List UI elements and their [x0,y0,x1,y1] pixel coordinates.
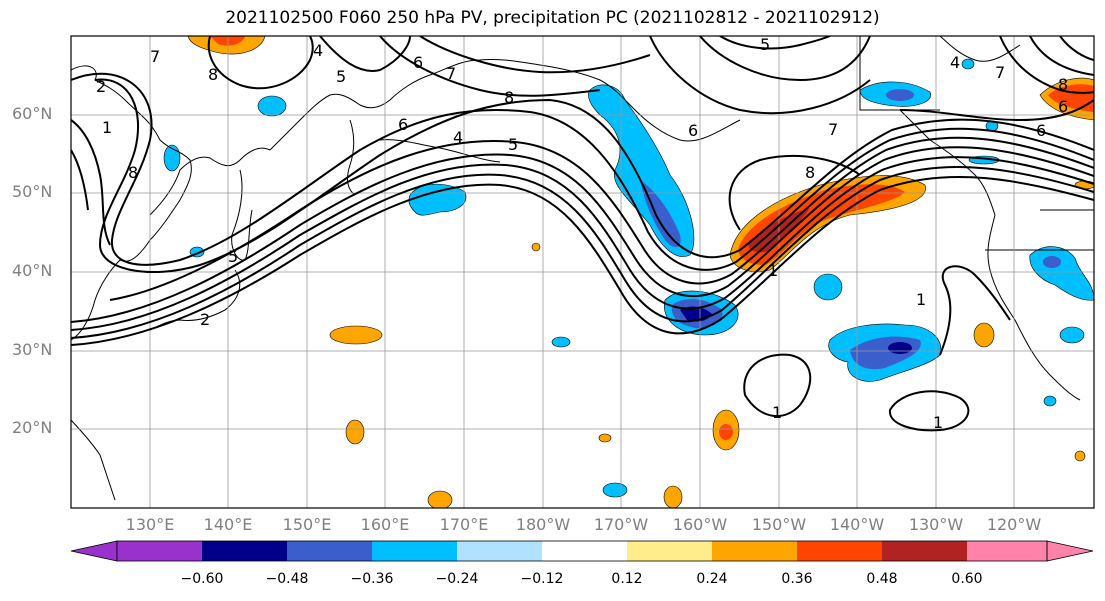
contour-label: 7 [150,47,160,66]
lon-label: 140°W [829,515,885,534]
contour-label: 1 [102,118,112,137]
contour-label: 5 [508,135,518,154]
contour-label: 6 [688,121,698,140]
lon-label: 150°E [282,515,332,534]
contour-label: 5 [760,35,770,54]
map-area: 7 4 5 5 6 7 8 2 1 8 8 6 4 5 6 7 8 1 1 1 … [71,35,1094,508]
contour-label: 7 [995,63,1005,82]
pv-contour-1-b [888,390,970,432]
contour-label: 5 [336,67,346,86]
colorbar-segment [542,541,627,561]
colorbar-segment [797,541,882,561]
contour-label: 8 [128,163,138,182]
colorbar-extend-max [1046,540,1094,562]
colorbar-segment [627,541,712,561]
contour-label: 1 [768,261,778,280]
contour-label: 6 [398,115,408,134]
lat-label: 60°N [12,104,53,123]
contour-label: 1 [772,403,782,422]
colorbar-tick: 0.36 [781,571,813,587]
contour-label: 4 [950,53,960,72]
colorbar-segment [372,541,457,561]
contour-label: 4 [453,128,463,147]
lat-label: 40°N [12,261,53,280]
contour-label: 6 [413,53,423,72]
lat-label: 20°N [12,418,53,437]
contour-label: 6 [1058,97,1068,116]
colorbar-tick: −0.12 [520,571,564,587]
colorbar-tick: −0.24 [435,571,479,587]
contour-label: 1 [933,413,943,432]
contour-label: 4 [313,41,323,60]
colorbar-segment [202,541,287,561]
gridlines [71,36,1094,508]
contour-label: 6 [1036,121,1046,140]
contour-label: 8 [504,88,514,107]
lon-label: 150°W [751,515,807,534]
colorbar-tick: 0.12 [611,571,643,587]
pv-contours [71,36,1094,432]
lon-label: 170°W [593,515,649,534]
contour-label: 7 [828,120,838,139]
lat-label: 30°N [12,340,53,359]
colorbar-tick: 0.60 [951,571,983,587]
lat-label: 50°N [12,182,53,201]
lon-label: 130°E [125,515,175,534]
lon-label: 160°E [360,515,410,534]
colorbar-segment [117,541,202,561]
lon-label: 120°W [986,515,1042,534]
lon-label: 140°E [203,515,253,534]
map-title: 2021102500 F060 250 hPa PV, precipitatio… [225,8,880,28]
lon-label: 180°W [515,515,571,534]
colorbar-tick: −0.48 [265,571,309,587]
lon-label: 170°E [439,515,489,534]
precip-positive-core [738,184,905,265]
colorbar [70,540,1094,562]
contour-label: 8 [805,163,815,182]
colorbar-segment [967,541,1047,561]
contour-label: 8 [1058,75,1068,94]
colorbar-tick: −0.36 [350,571,394,587]
map-frame [70,35,1095,509]
contour-label: 7 [446,64,456,83]
colorbar-segment [287,541,372,561]
contour-label: 1 [916,290,926,309]
contour-labels: 7 4 5 5 6 7 8 2 1 8 8 6 4 5 6 7 8 1 1 1 … [96,35,1068,432]
contour-label: 8 [208,65,218,84]
colorbar-tick: −0.60 [180,571,224,587]
colorbar-segment [457,541,542,561]
contour-label: 2 [96,77,106,96]
colorbar-segment [882,541,967,561]
colorbar-tick: 0.24 [696,571,728,587]
pv-contour-1-a [743,353,812,418]
contour-label: 2 [200,310,210,329]
lon-label: 130°W [908,515,964,534]
colorbar-tick: 0.48 [866,571,898,587]
colorbar-segment [712,541,797,561]
contour-label: 5 [228,247,238,266]
colorbar-extend-min [70,540,118,562]
lon-label: 160°W [672,515,728,534]
